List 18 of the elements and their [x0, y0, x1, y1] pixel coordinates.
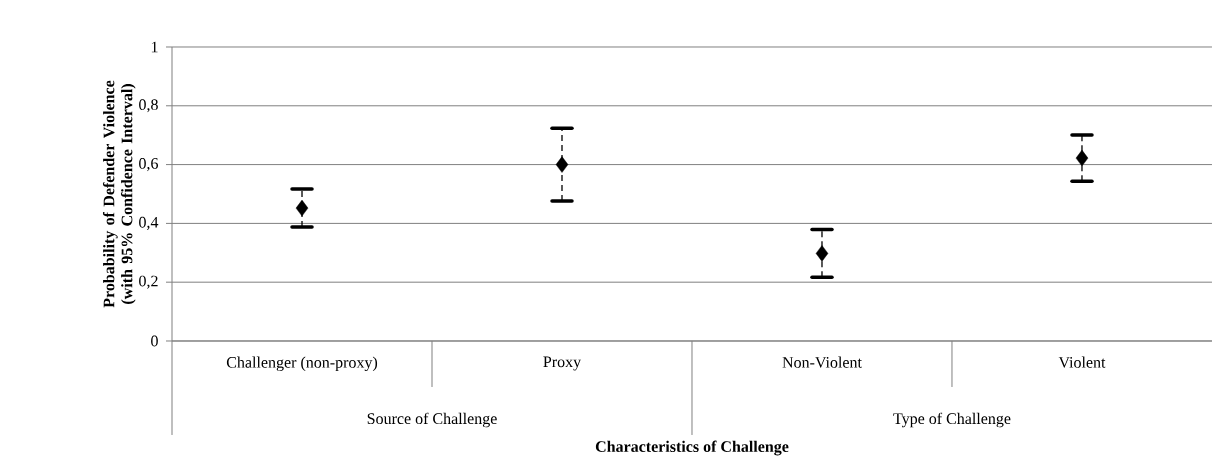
text: Type of Challenge: [893, 412, 1011, 428]
point: [1075, 149, 1089, 167]
x-tick-label: Proxy: [543, 356, 582, 371]
point: [815, 245, 829, 262]
point: [555, 156, 569, 173]
x-tick-label: Violent: [1058, 356, 1106, 368]
x-axis-title: Characteristics of Challenge: [595, 440, 789, 456]
y-axis-title: Probability of Defender Violence (with 95% Confidence Interval): [102, 80, 136, 308]
y-tick-label: 0,2: [139, 275, 158, 289]
y-tick-label: 0,4: [139, 216, 159, 230]
x-tick-label: Challenger (non-proxy): [226, 356, 378, 372]
point: [295, 199, 309, 217]
y-tick-label: 0,6: [139, 158, 159, 172]
y-tick-label: 1: [151, 41, 158, 53]
x-tick-label: Non-Violent: [782, 356, 862, 368]
y-tick-label: 0: [151, 335, 158, 347]
source-note: Source of Challenge: [367, 412, 497, 428]
y-tick-label: 0,8: [139, 99, 158, 113]
